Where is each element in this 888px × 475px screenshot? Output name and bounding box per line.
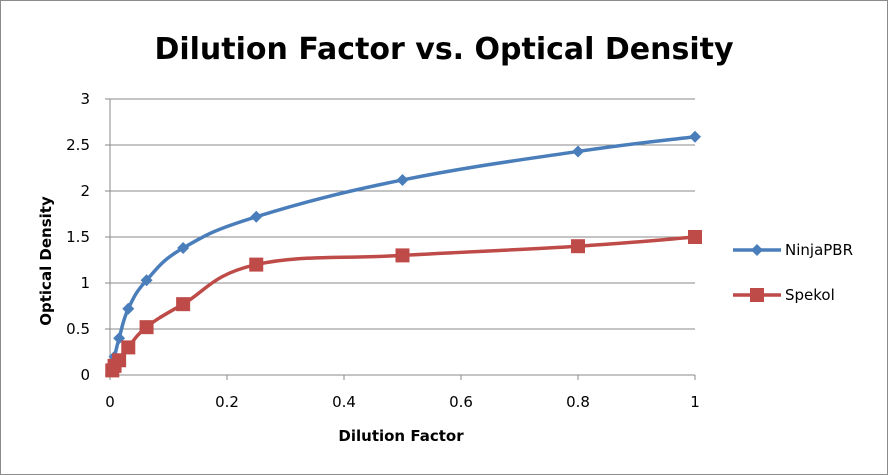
- chart-title: Dilution Factor vs. Optical Density: [154, 32, 734, 67]
- legend: NinjaPBR Spekol: [733, 241, 853, 304]
- x-tick-label: 1: [690, 393, 700, 411]
- legend-marker-spekol: [750, 288, 764, 302]
- data-point-ninjapbr: [122, 302, 135, 315]
- data-point-ninjapbr: [689, 130, 701, 143]
- data-point-ninjapbr: [177, 242, 190, 255]
- data-point-ninjapbr: [250, 210, 263, 223]
- data-point-ninjapbr: [140, 274, 153, 287]
- y-tick-label: 1.5: [66, 228, 90, 246]
- x-tick-labels: 0 0.2 0.4 0.6 0.8 1: [105, 393, 700, 411]
- data-point-spekol: [139, 320, 154, 335]
- series-spekol: [105, 230, 702, 378]
- data-point-spekol: [112, 353, 127, 368]
- x-axis-label: Dilution Factor: [338, 427, 464, 445]
- legend-label-spekol: Spekol: [785, 286, 835, 304]
- data-point-ninjapbr: [572, 145, 584, 158]
- y-tick-label: 0: [80, 366, 90, 384]
- data-point-spekol: [121, 340, 136, 355]
- x-tick-label: 0.4: [332, 393, 356, 411]
- legend-item-ninjapbr: NinjaPBR: [733, 241, 853, 259]
- y-tick-label: 1: [80, 274, 90, 292]
- data-point-spekol: [688, 230, 702, 244]
- axes: [105, 98, 696, 380]
- data-point-spekol: [395, 248, 410, 263]
- legend-label-ninjapbr: NinjaPBR: [785, 241, 853, 259]
- x-tick-label: 0: [105, 393, 115, 411]
- x-tick-label: 0.2: [215, 393, 239, 411]
- x-tick-label: 0.6: [449, 393, 473, 411]
- x-tick-label: 0.8: [566, 393, 590, 411]
- series-layer: [105, 130, 702, 378]
- y-tick-labels: 0 0.5 1 1.5 2 2.5 3: [66, 90, 90, 384]
- y-tick-label: 0.5: [66, 320, 90, 338]
- data-point-spekol: [176, 297, 191, 312]
- data-point-spekol: [249, 257, 264, 272]
- y-tick-label: 3: [80, 90, 90, 108]
- data-point-spekol: [571, 239, 585, 254]
- data-point-ninjapbr: [396, 173, 409, 186]
- legend-item-spekol: Spekol: [733, 286, 835, 304]
- y-tick-label: 2.5: [66, 136, 90, 154]
- grid-lines: [110, 98, 695, 330]
- y-axis-label: Optical Density: [37, 196, 55, 326]
- y-tick-label: 2: [80, 182, 90, 200]
- legend-marker-ninjapbr: [751, 244, 763, 256]
